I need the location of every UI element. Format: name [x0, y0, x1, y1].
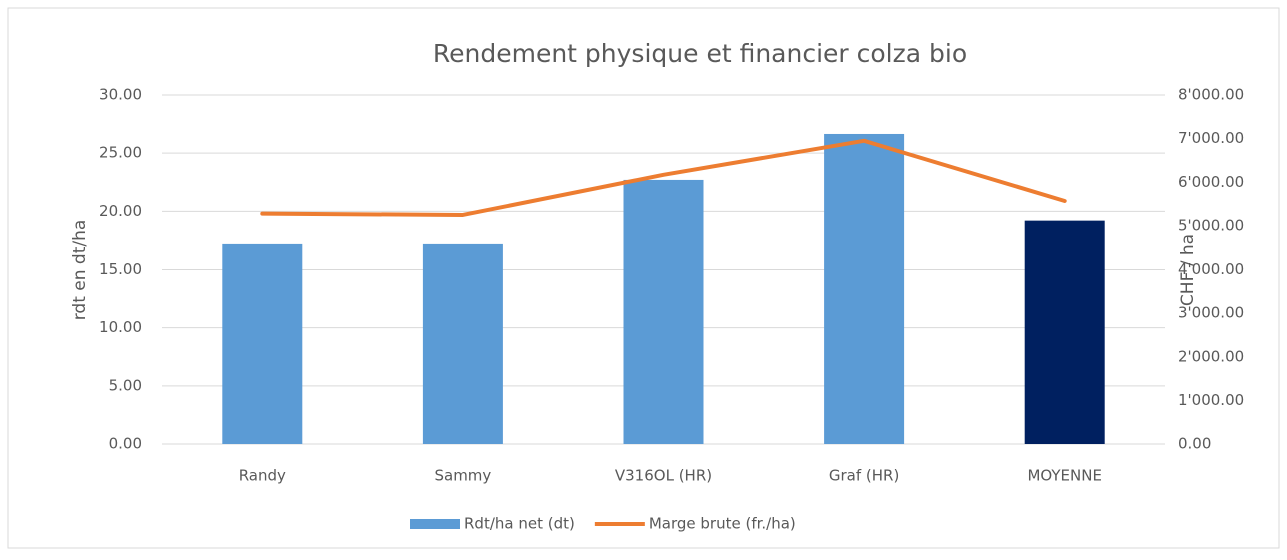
- y2-tick-label: 8'000.00: [1178, 86, 1244, 104]
- y-tick-label: 5.00: [109, 376, 142, 394]
- y-tick-label: 0.00: [109, 435, 142, 453]
- y2-axis-label: CHF / ha: [1178, 234, 1198, 306]
- y2-tick-label: 6'000.00: [1178, 173, 1244, 191]
- y-tick-label: 15.00: [99, 260, 142, 278]
- x-tick-label: MOYENNE: [1027, 467, 1102, 485]
- y2-tick-label: 1'000.00: [1178, 391, 1244, 409]
- bar: [824, 133, 905, 444]
- y2-tick-label: 0.00: [1178, 435, 1211, 453]
- legend-label: Marge brute (fr./ha): [649, 515, 796, 533]
- y2-tick-label: 3'000.00: [1178, 304, 1244, 322]
- legend-label: Rdt/ha net (dt): [464, 515, 575, 533]
- y-tick-label: 25.00: [99, 144, 142, 162]
- y-tick-label: 20.00: [99, 202, 142, 220]
- bar: [222, 243, 303, 444]
- y-tick-label: 10.00: [99, 318, 142, 336]
- x-tick-label: Sammy: [434, 467, 491, 485]
- bar: [422, 243, 503, 444]
- bar: [1024, 220, 1105, 444]
- y2-tick-label: 4'000.00: [1178, 260, 1244, 278]
- line: [260, 138, 1067, 217]
- bar: [623, 179, 704, 444]
- chart-title: Rendement physique et financier colza bi…: [433, 39, 967, 68]
- y2-tick-label: 2'000.00: [1178, 347, 1244, 365]
- x-tick-label: V316OL (HR): [615, 467, 712, 485]
- legend-swatch: [410, 519, 460, 529]
- y2-tick-label: 7'000.00: [1178, 129, 1244, 147]
- y2-tick-label: 5'000.00: [1178, 216, 1244, 234]
- y-tick-label: 30.00: [99, 86, 142, 104]
- y-axis-label: rdt en dt/ha: [70, 220, 90, 321]
- x-tick-label: Graf (HR): [829, 467, 899, 485]
- x-tick-label: Randy: [239, 467, 286, 485]
